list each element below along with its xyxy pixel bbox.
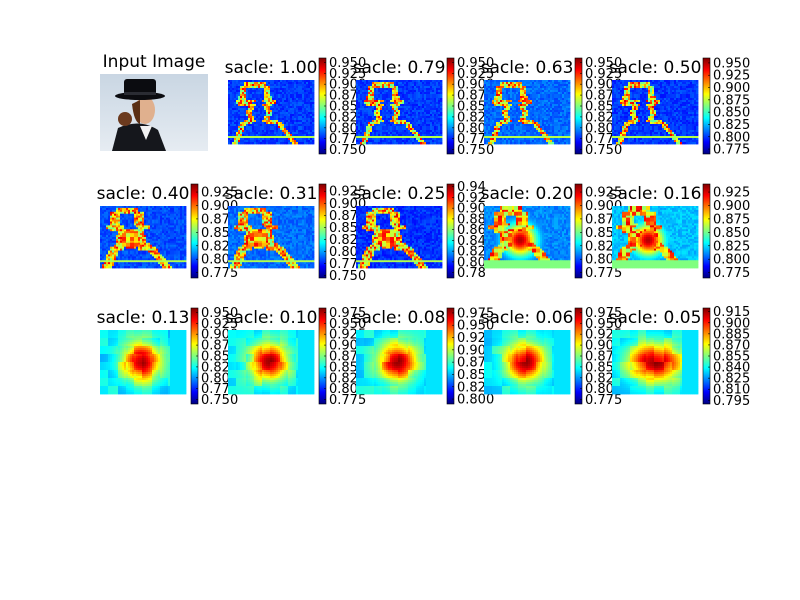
colorbar-tick-label: 0.750 <box>457 143 494 158</box>
input-image-title: Input Image <box>103 52 206 72</box>
input-photo <box>100 74 208 151</box>
panel-title: sacle: 0.79 <box>353 58 446 78</box>
heatmap-cell <box>440 142 442 144</box>
heatmap-panel-2: 0.9500.9250.9000.8750.8500.8250.8000.775… <box>353 56 495 158</box>
panel-title: sacle: 0.63 <box>481 58 574 78</box>
heatmap-cell <box>312 142 314 144</box>
input-image-panel: Input Image <box>100 52 208 151</box>
heatmap-panel-4: 0.9500.9250.9000.8750.8500.8250.8000.775… <box>609 56 751 157</box>
heatmap-panel-3: 0.9500.9250.9000.8750.8500.8250.8000.775… <box>481 56 623 158</box>
colorbar-tick-label: 0.750 <box>329 143 366 158</box>
heatmap-panel-1: 0.9500.9250.9000.8750.8500.8250.8000.775… <box>225 56 367 158</box>
panel-title: sacle: 1.00 <box>225 58 318 78</box>
heatmap-cell <box>568 142 570 144</box>
colorbar-tick-label: 0.750 <box>585 143 622 158</box>
